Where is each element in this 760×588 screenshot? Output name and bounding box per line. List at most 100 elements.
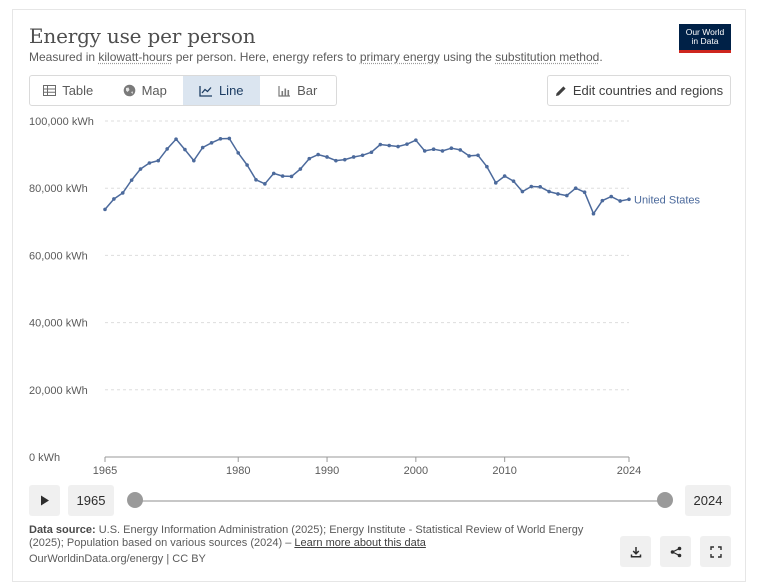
subtitle-mid1: per person. Here, energy refers to [172,50,360,64]
data-point[interactable] [431,147,436,152]
data-point[interactable] [147,161,152,165]
data-point[interactable] [209,141,214,145]
data-point[interactable] [565,193,569,198]
data-point[interactable] [591,211,596,216]
data-point[interactable] [449,146,454,151]
data-point[interactable] [351,155,356,159]
data-point[interactable] [440,149,445,153]
bar-chart-icon [278,85,291,97]
data-point[interactable] [200,145,205,150]
timeline-end-year[interactable]: 2024 [685,485,731,516]
timeline-track[interactable] [134,500,665,502]
y-tick-label: 100,000 kWh [29,116,94,128]
data-point[interactable] [609,194,614,199]
data-point[interactable] [520,189,525,194]
line-chart-icon [199,85,212,97]
pencil-icon [555,85,566,96]
data-point[interactable] [280,174,285,178]
chart-grid [104,120,630,462]
data-point[interactable] [387,143,392,148]
data-point[interactable] [378,142,383,147]
data-point[interactable] [556,192,560,196]
learn-more-link[interactable]: Learn more about this data [294,537,426,549]
data-point[interactable] [511,179,516,183]
tab-table[interactable]: Table [30,76,107,105]
data-point[interactable] [422,149,427,153]
data-point[interactable] [627,197,631,202]
tab-line[interactable]: Line [183,76,260,105]
data-point[interactable] [254,178,258,182]
data-point[interactable] [165,147,169,151]
data-point[interactable] [227,136,232,141]
timeline-start-year[interactable]: 1965 [68,485,114,516]
kilowatt-hours-link[interactable]: kilowatt-hours [98,50,173,64]
data-point[interactable] [298,167,303,171]
data-point[interactable] [334,158,338,163]
data-point[interactable] [342,157,347,162]
data-point[interactable] [414,138,418,142]
source-url[interactable]: OurWorldinData.org/energy | CC BY [29,553,206,565]
tab-bar-label: Bar [297,83,318,98]
data-point[interactable] [485,164,489,169]
data-point[interactable] [396,144,400,149]
data-point[interactable] [325,155,329,159]
data-point[interactable] [236,151,241,155]
data-point[interactable] [467,154,471,158]
data-point[interactable] [538,185,542,189]
data-point[interactable] [316,152,320,157]
data-point[interactable] [582,190,587,195]
data-point[interactable] [103,207,107,212]
source-label: Data source: [29,524,96,536]
play-button[interactable] [29,485,60,516]
data-point[interactable] [360,153,365,158]
data-point[interactable] [307,156,312,161]
globe-icon [123,84,135,97]
share-button[interactable] [660,536,691,567]
timeline-end-handle[interactable] [657,492,673,508]
data-point[interactable] [618,199,622,203]
data-point[interactable] [245,163,249,167]
data-point[interactable] [547,189,551,194]
data-point[interactable] [120,191,125,195]
series-label-united-states[interactable]: United States [634,194,701,206]
data-point[interactable] [573,186,578,190]
tab-bar[interactable]: Bar [260,76,337,105]
logo-line2: in Data [691,36,719,46]
data-point[interactable] [218,137,223,141]
data-point[interactable] [289,174,294,179]
data-point[interactable] [183,147,187,152]
data-point[interactable] [263,182,267,186]
data-point[interactable] [174,137,178,141]
data-point[interactable] [156,158,161,163]
substitution-method-link[interactable]: substitution method [495,50,600,64]
owid-logo[interactable]: Our World in Data [679,24,731,53]
data-point[interactable] [458,148,463,152]
x-tick-label: 2024 [617,465,641,477]
y-tick-label: 80,000 kWh [29,183,88,195]
data-point[interactable] [529,184,534,189]
data-point[interactable] [369,150,374,155]
data-point[interactable] [271,171,276,176]
primary-energy-link[interactable]: primary energy [359,50,440,64]
data-point[interactable] [405,142,409,146]
data-point[interactable] [138,167,143,171]
timeline-start-handle[interactable] [127,492,143,508]
download-button[interactable] [620,536,651,567]
data-point[interactable] [502,174,507,178]
data-point[interactable] [600,198,605,203]
edit-countries-button[interactable]: Edit countries and regions [547,75,731,106]
fullscreen-button[interactable] [700,536,731,567]
data-point[interactable] [493,181,498,185]
play-icon [40,495,49,506]
x-tick-label: 1980 [226,465,250,477]
data-point[interactable] [129,178,134,182]
data-point[interactable] [476,153,480,158]
edit-countries-label: Edit countries and regions [572,83,724,98]
y-tick-label: 0 kWh [29,452,60,464]
download-icon [630,546,641,558]
data-point[interactable] [192,158,196,163]
data-point[interactable] [112,197,116,201]
tab-map[interactable]: Map [107,76,184,105]
data-source: Data source: U.S. Energy Information Adm… [29,524,599,550]
